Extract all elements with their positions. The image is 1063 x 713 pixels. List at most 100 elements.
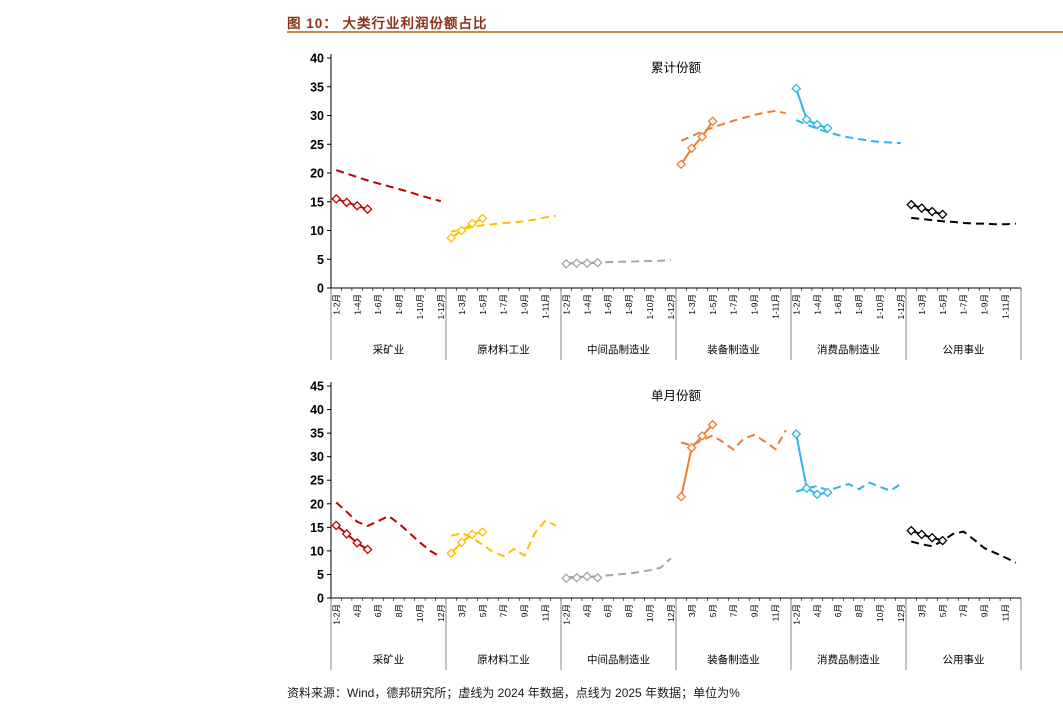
svg-text:1-3月: 1-3月: [457, 294, 467, 315]
svg-text:1-7月: 1-7月: [959, 294, 969, 315]
svg-text:1-11月: 1-11月: [541, 294, 551, 319]
svg-text:1-4月: 1-4月: [352, 294, 362, 315]
svg-text:公用事业: 公用事业: [943, 343, 985, 356]
svg-text:1-8月: 1-8月: [394, 294, 404, 315]
svg-text:40: 40: [310, 403, 324, 417]
svg-text:1-5月: 1-5月: [478, 294, 488, 315]
svg-text:25: 25: [310, 138, 324, 152]
svg-text:15: 15: [310, 521, 324, 535]
svg-text:9月: 9月: [750, 604, 760, 617]
svg-text:1-2月: 1-2月: [331, 294, 341, 315]
svg-text:30: 30: [310, 450, 324, 464]
svg-text:消费品制造业: 消费品制造业: [817, 653, 880, 666]
svg-text:10: 10: [310, 224, 324, 238]
svg-text:10月: 10月: [415, 604, 425, 622]
svg-text:1-2月: 1-2月: [791, 604, 801, 625]
svg-text:消费品制造业: 消费品制造业: [817, 343, 880, 356]
svg-text:4月: 4月: [582, 604, 592, 617]
svg-text:35: 35: [310, 80, 324, 94]
svg-text:35: 35: [310, 427, 324, 441]
svg-text:11月: 11月: [771, 604, 781, 621]
svg-text:9月: 9月: [980, 604, 990, 617]
svg-text:1-5月: 1-5月: [938, 294, 948, 315]
svg-text:3月: 3月: [457, 604, 467, 617]
svg-text:1-11月: 1-11月: [771, 294, 781, 319]
svg-text:1-10月: 1-10月: [645, 294, 655, 320]
svg-text:1-2月: 1-2月: [331, 604, 341, 625]
title-divider: [287, 31, 1063, 33]
svg-text:1-10月: 1-10月: [875, 294, 885, 320]
svg-text:5月: 5月: [478, 604, 488, 617]
svg-text:1-4月: 1-4月: [582, 294, 592, 315]
svg-text:1-8月: 1-8月: [624, 294, 634, 315]
svg-text:1-7月: 1-7月: [729, 294, 739, 315]
svg-text:5月: 5月: [708, 604, 718, 617]
svg-text:1-6月: 1-6月: [603, 294, 613, 315]
svg-text:原材料工业: 原材料工业: [477, 343, 530, 356]
svg-text:7月: 7月: [729, 604, 739, 617]
svg-text:1-12月: 1-12月: [896, 294, 906, 320]
svg-text:1-6月: 1-6月: [833, 294, 843, 315]
svg-text:1-2月: 1-2月: [561, 604, 571, 625]
svg-text:1-11月: 1-11月: [1001, 294, 1011, 319]
svg-text:1-2月: 1-2月: [791, 294, 801, 315]
svg-text:1-5月: 1-5月: [708, 294, 718, 315]
svg-text:10: 10: [310, 544, 324, 558]
svg-text:12月: 12月: [896, 604, 906, 622]
svg-text:1-9月: 1-9月: [520, 294, 530, 315]
svg-text:8月: 8月: [624, 604, 634, 617]
svg-text:采矿业: 采矿业: [373, 343, 405, 356]
cumulative-share-chart: 0 5 10 15 20 25 30 35 40 累计份额 1-2月 1-4月 1-6月 1-8月 1-10…: [310, 52, 1022, 360]
svg-text:4月: 4月: [352, 604, 362, 617]
svg-text:装备制造业: 装备制造业: [707, 343, 760, 356]
svg-text:11月: 11月: [1001, 604, 1011, 621]
svg-text:1-7月: 1-7月: [499, 294, 509, 315]
svg-text:1-8月: 1-8月: [854, 294, 864, 315]
monthly-share-chart: 0 5 10 15 20 25 30 35 40 45 单月份额 1-2月 4月 6月 8月 10月 12月 3月…: [310, 380, 1022, 670]
svg-text:10月: 10月: [645, 604, 655, 622]
svg-text:12月: 12月: [436, 604, 446, 622]
svg-text:45: 45: [310, 380, 324, 394]
svg-text:12月: 12月: [666, 604, 676, 622]
svg-text:3月: 3月: [917, 604, 927, 617]
svg-text:5: 5: [317, 253, 324, 267]
svg-text:11月: 11月: [541, 604, 551, 621]
source-note: 资料来源：Wind，德邦研究所；虚线为 2024 年数据，点线为 2025 年数…: [287, 686, 740, 700]
svg-text:1-9月: 1-9月: [980, 294, 990, 315]
svg-text:8月: 8月: [854, 604, 864, 617]
svg-text:1-12月: 1-12月: [666, 294, 676, 320]
svg-text:15: 15: [310, 195, 324, 209]
svg-text:40: 40: [310, 52, 324, 66]
svg-text:7月: 7月: [499, 604, 509, 617]
svg-text:5: 5: [317, 568, 324, 582]
svg-text:5月: 5月: [938, 604, 948, 617]
svg-text:中间品制造业: 中间品制造业: [587, 343, 650, 356]
figure-title: 图 10： 大类行业利润份额占比: [287, 16, 488, 31]
svg-text:9月: 9月: [520, 604, 530, 617]
svg-text:1-6月: 1-6月: [373, 294, 383, 315]
svg-text:1-4月: 1-4月: [812, 294, 822, 315]
svg-text:装备制造业: 装备制造业: [707, 653, 760, 666]
svg-text:1-12月: 1-12月: [436, 294, 446, 320]
svg-text:1-3月: 1-3月: [917, 294, 927, 315]
svg-text:1-9月: 1-9月: [750, 294, 760, 315]
svg-text:20: 20: [310, 497, 324, 511]
svg-text:6月: 6月: [603, 604, 613, 617]
svg-text:1-2月: 1-2月: [561, 294, 571, 315]
svg-text:0: 0: [317, 282, 324, 296]
svg-text:30: 30: [310, 109, 324, 123]
svg-text:中间品制造业: 中间品制造业: [587, 653, 650, 666]
svg-text:0: 0: [317, 592, 324, 606]
svg-text:公用事业: 公用事业: [943, 653, 985, 666]
svg-text:4月: 4月: [812, 604, 822, 617]
svg-text:采矿业: 采矿业: [373, 653, 405, 666]
svg-text:累计份额: 累计份额: [651, 61, 702, 75]
svg-text:单月份额: 单月份额: [651, 389, 702, 403]
svg-text:1-10月: 1-10月: [415, 294, 425, 320]
svg-text:6月: 6月: [373, 604, 383, 617]
svg-text:原材料工业: 原材料工业: [477, 653, 530, 666]
svg-text:6月: 6月: [833, 604, 843, 617]
svg-text:8月: 8月: [394, 604, 404, 617]
svg-text:20: 20: [310, 167, 324, 181]
